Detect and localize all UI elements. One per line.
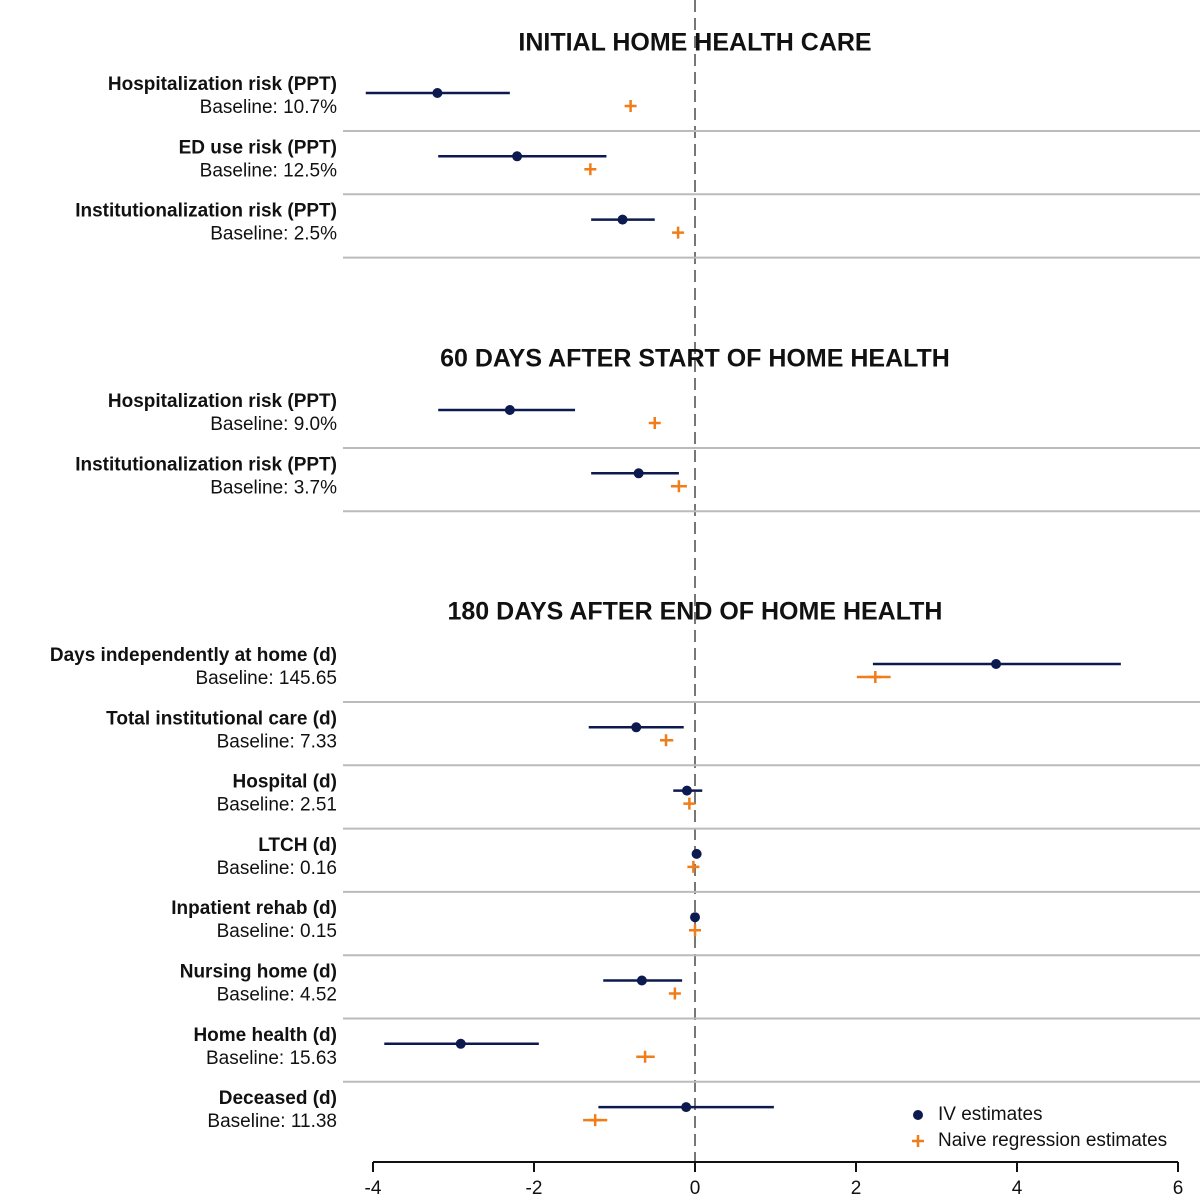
- baseline-label: Baseline: 4.52: [217, 985, 337, 1006]
- iv-point: [617, 214, 628, 225]
- baseline-label: Baseline: 3.7%: [210, 477, 337, 498]
- naive-point: [589, 1114, 602, 1127]
- row-label: Hospitalization risk (PPT): [108, 391, 337, 412]
- naive-point: [584, 163, 597, 176]
- naive-point: [672, 480, 685, 493]
- iv-point: [512, 151, 523, 162]
- section-title: 60 DAYS AFTER START OF HOME HEALTH: [440, 345, 950, 373]
- iv-point: [991, 659, 1002, 669]
- legend-marker: [912, 1135, 924, 1147]
- naive-point: [668, 987, 681, 1000]
- baseline-label: Baseline: 0.16: [217, 858, 337, 879]
- baseline-label: Baseline: 7.33: [217, 731, 337, 752]
- row-label: LTCH (d): [258, 835, 337, 856]
- x-tick-label: 4: [1012, 1178, 1023, 1199]
- legend-label: Naive regression estimates: [938, 1130, 1167, 1151]
- baseline-label: Baseline: 9.0%: [210, 414, 337, 435]
- naive-point: [687, 860, 700, 873]
- baseline-label: Baseline: 145.65: [195, 668, 337, 689]
- legend-marker: [913, 1110, 923, 1120]
- naive-point: [683, 797, 696, 810]
- iv-point: [633, 468, 644, 479]
- baseline-label: Baseline: 10.7%: [200, 97, 337, 118]
- baseline-label: Baseline: 12.5%: [200, 160, 337, 181]
- section-title: INITIAL HOME HEALTH CARE: [518, 29, 871, 57]
- row-label: Hospital (d): [233, 772, 338, 793]
- x-tick-label: -2: [526, 1178, 543, 1199]
- naive-point: [639, 1050, 652, 1063]
- baseline-label: Baseline: 2.5%: [210, 224, 337, 245]
- naive-point: [660, 734, 673, 747]
- row-label: Hospitalization risk (PPT): [108, 74, 337, 95]
- iv-point: [631, 722, 642, 733]
- iv-point: [432, 88, 443, 98]
- row-label: ED use risk (PPT): [179, 137, 337, 158]
- naive-point: [672, 226, 685, 239]
- iv-point: [691, 848, 702, 859]
- baseline-label: Baseline: 11.38: [207, 1111, 337, 1132]
- naive-point: [689, 924, 701, 937]
- row-label: Total institutional care (d): [106, 708, 337, 729]
- legend-label: IV estimates: [938, 1104, 1043, 1125]
- naive-point: [624, 100, 637, 112]
- iv-point: [636, 975, 647, 986]
- iv-point: [455, 1038, 466, 1049]
- baseline-label: Baseline: 15.63: [206, 1048, 337, 1069]
- baseline-label: Baseline: 0.15: [217, 921, 337, 942]
- row-label: Inpatient rehab (d): [171, 898, 337, 919]
- x-tick-label: -4: [365, 1178, 382, 1199]
- row-label: Days independently at home (d): [50, 645, 337, 666]
- x-tick-label: 0: [690, 1178, 701, 1199]
- section-title: 180 DAYS AFTER END OF HOME HEALTH: [448, 598, 943, 626]
- x-tick-label: 2: [851, 1178, 862, 1199]
- row-label: Institutionalization risk (PPT): [75, 201, 337, 222]
- iv-point: [681, 785, 692, 796]
- iv-point: [504, 405, 515, 415]
- baseline-label: Baseline: 2.51: [217, 795, 337, 816]
- x-tick-label: 6: [1173, 1178, 1184, 1199]
- row-label: Deceased (d): [219, 1088, 337, 1109]
- row-label: Home health (d): [193, 1025, 337, 1046]
- row-label: Institutionalization risk (PPT): [75, 454, 337, 475]
- row-label: Nursing home (d): [180, 962, 337, 983]
- naive-point: [869, 671, 882, 683]
- iv-point: [681, 1102, 692, 1113]
- naive-point: [648, 417, 661, 429]
- iv-point: [690, 912, 700, 923]
